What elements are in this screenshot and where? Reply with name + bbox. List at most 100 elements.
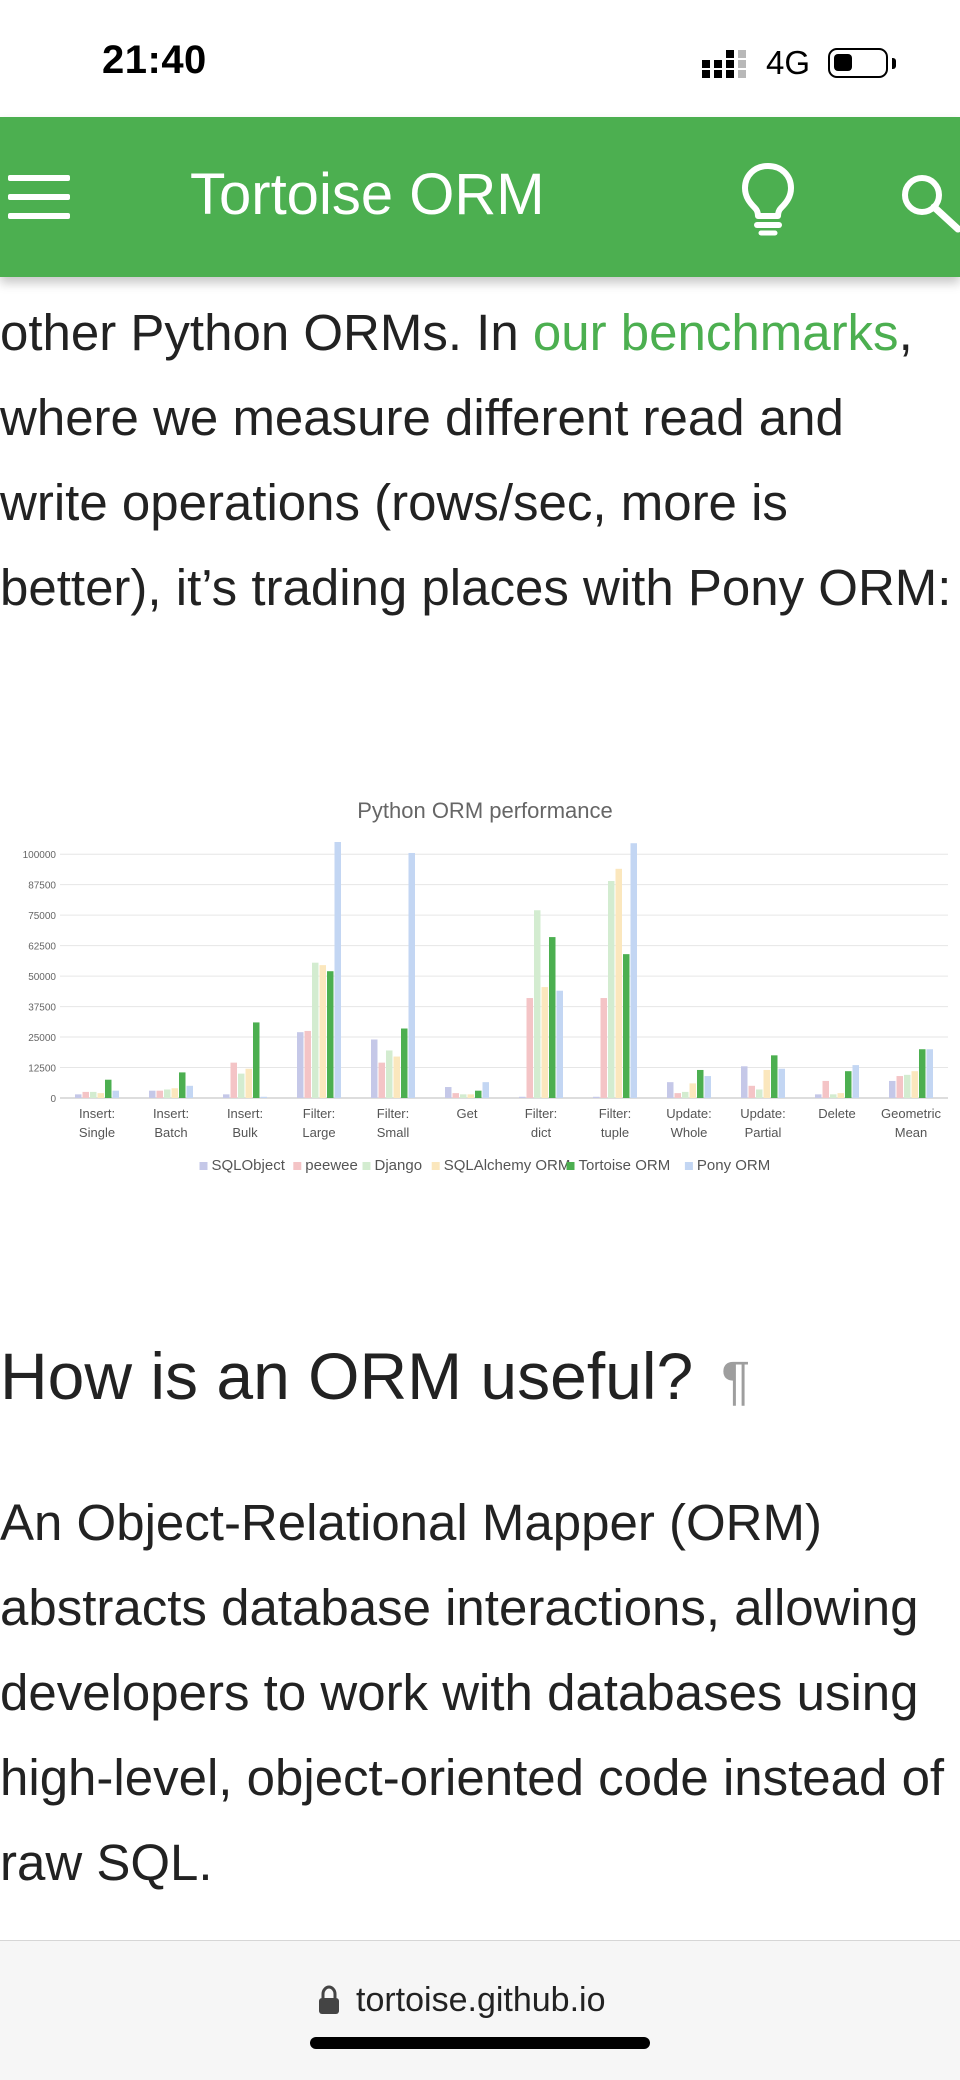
x-tick-label: Update: bbox=[666, 1106, 712, 1121]
bar bbox=[386, 1050, 393, 1098]
x-tick-label: Partial bbox=[745, 1125, 782, 1140]
x-tick-label: Small bbox=[377, 1125, 410, 1140]
bar bbox=[852, 1065, 859, 1098]
permalink-anchor[interactable]: ¶ bbox=[721, 1351, 751, 1411]
legend-label: SQLObject bbox=[212, 1157, 286, 1174]
bar bbox=[186, 1085, 193, 1098]
bar bbox=[763, 1069, 770, 1098]
bar bbox=[97, 1093, 104, 1098]
x-tick-label: Insert: bbox=[153, 1106, 189, 1121]
bar bbox=[260, 1096, 267, 1098]
bar bbox=[904, 1074, 911, 1098]
bar bbox=[156, 1090, 163, 1098]
bar bbox=[549, 937, 556, 1098]
x-tick-label: Update: bbox=[740, 1106, 786, 1121]
bar bbox=[926, 1049, 933, 1098]
bar bbox=[253, 1022, 260, 1098]
url-text[interactable]: tortoise.github.io bbox=[356, 1981, 606, 2019]
x-tick-label: Delete bbox=[818, 1106, 856, 1121]
lightbulb-icon[interactable] bbox=[736, 161, 800, 237]
bar bbox=[608, 881, 615, 1098]
bar bbox=[756, 1089, 763, 1098]
y-tick-label: 12500 bbox=[28, 1064, 56, 1075]
legend-label: Tortoise ORM bbox=[579, 1157, 671, 1174]
x-tick-label: Get bbox=[457, 1106, 478, 1121]
bar bbox=[371, 1039, 378, 1098]
network-type: 4G bbox=[766, 44, 811, 81]
bar bbox=[541, 987, 548, 1098]
bar bbox=[630, 843, 637, 1098]
app-header: Tortoise ORM bbox=[0, 117, 960, 277]
x-tick-label: Whole bbox=[671, 1125, 708, 1140]
bar bbox=[75, 1094, 82, 1098]
bar bbox=[748, 1085, 755, 1098]
x-tick-label: Filter: bbox=[525, 1106, 558, 1121]
intro-text-before: other Python ORMs. In bbox=[0, 304, 533, 361]
bar bbox=[526, 998, 533, 1098]
bar bbox=[896, 1076, 903, 1098]
bar bbox=[179, 1072, 186, 1098]
bar bbox=[334, 842, 341, 1098]
y-tick-label: 0 bbox=[50, 1094, 56, 1105]
bar bbox=[230, 1062, 237, 1098]
bar bbox=[778, 1068, 785, 1098]
x-tick-label: tuple bbox=[601, 1125, 629, 1140]
bar bbox=[741, 1066, 748, 1098]
bar bbox=[519, 1096, 526, 1098]
legend-swatch bbox=[684, 1162, 693, 1170]
y-tick-label: 25000 bbox=[28, 1033, 56, 1044]
search-icon[interactable] bbox=[896, 169, 960, 233]
bar bbox=[304, 1030, 311, 1098]
orm-description-paragraph: An Object-Relational Mapper (ORM) abstra… bbox=[0, 1494, 945, 1891]
y-tick-label: 50000 bbox=[28, 972, 56, 983]
bar bbox=[556, 990, 563, 1098]
menu-icon[interactable] bbox=[8, 175, 72, 219]
bar bbox=[889, 1080, 896, 1098]
legend-label: peewee bbox=[305, 1157, 358, 1174]
bar bbox=[704, 1076, 711, 1098]
bar bbox=[401, 1028, 408, 1098]
x-tick-label: Geometric bbox=[881, 1106, 941, 1121]
bar bbox=[452, 1093, 459, 1098]
bar bbox=[393, 1056, 400, 1098]
bar bbox=[845, 1071, 852, 1098]
bar bbox=[238, 1073, 245, 1098]
bar bbox=[593, 1096, 600, 1098]
bar bbox=[467, 1094, 474, 1098]
battery-icon bbox=[828, 48, 888, 78]
bar bbox=[911, 1071, 918, 1098]
legend-swatch bbox=[199, 1162, 208, 1170]
intro-paragraph: other Python ORMs. In our benchmarks, wh… bbox=[0, 290, 960, 630]
bar bbox=[82, 1091, 89, 1098]
bar bbox=[475, 1090, 482, 1098]
bar bbox=[223, 1094, 230, 1098]
legend-swatch bbox=[293, 1162, 302, 1170]
x-tick-label: Single bbox=[79, 1125, 115, 1140]
bar bbox=[297, 1032, 304, 1098]
x-tick-label: Large bbox=[302, 1125, 335, 1140]
benchmarks-link[interactable]: our benchmarks bbox=[532, 304, 899, 361]
orm-performance-chart: Python ORM performance 0 12500 25000 37500 50… bbox=[23, 798, 948, 1174]
x-tick-label: Bulk bbox=[232, 1125, 258, 1140]
bar bbox=[682, 1091, 689, 1098]
bar bbox=[319, 965, 326, 1098]
browser-url-bar[interactable]: tortoise.github.io bbox=[0, 1940, 960, 2080]
bar bbox=[164, 1089, 171, 1098]
status-bar: 21:40 4G bbox=[0, 0, 960, 117]
home-indicator[interactable] bbox=[310, 2037, 650, 2049]
signal-strength-icon bbox=[702, 50, 746, 78]
bar bbox=[919, 1049, 926, 1098]
battery-cap bbox=[892, 58, 896, 69]
site-title[interactable]: Tortoise ORM bbox=[190, 162, 545, 227]
x-tick-label: Mean bbox=[895, 1125, 928, 1140]
legend-label: Pony ORM bbox=[697, 1157, 770, 1174]
legend-swatch bbox=[431, 1162, 440, 1170]
bar bbox=[378, 1062, 385, 1098]
bar bbox=[482, 1082, 489, 1098]
bar bbox=[615, 868, 622, 1098]
bar bbox=[312, 962, 319, 1098]
bar bbox=[674, 1093, 681, 1098]
lock-icon bbox=[319, 1985, 339, 2014]
x-tick-label: Batch bbox=[154, 1125, 187, 1140]
x-tick-label: Filter: bbox=[303, 1106, 336, 1121]
